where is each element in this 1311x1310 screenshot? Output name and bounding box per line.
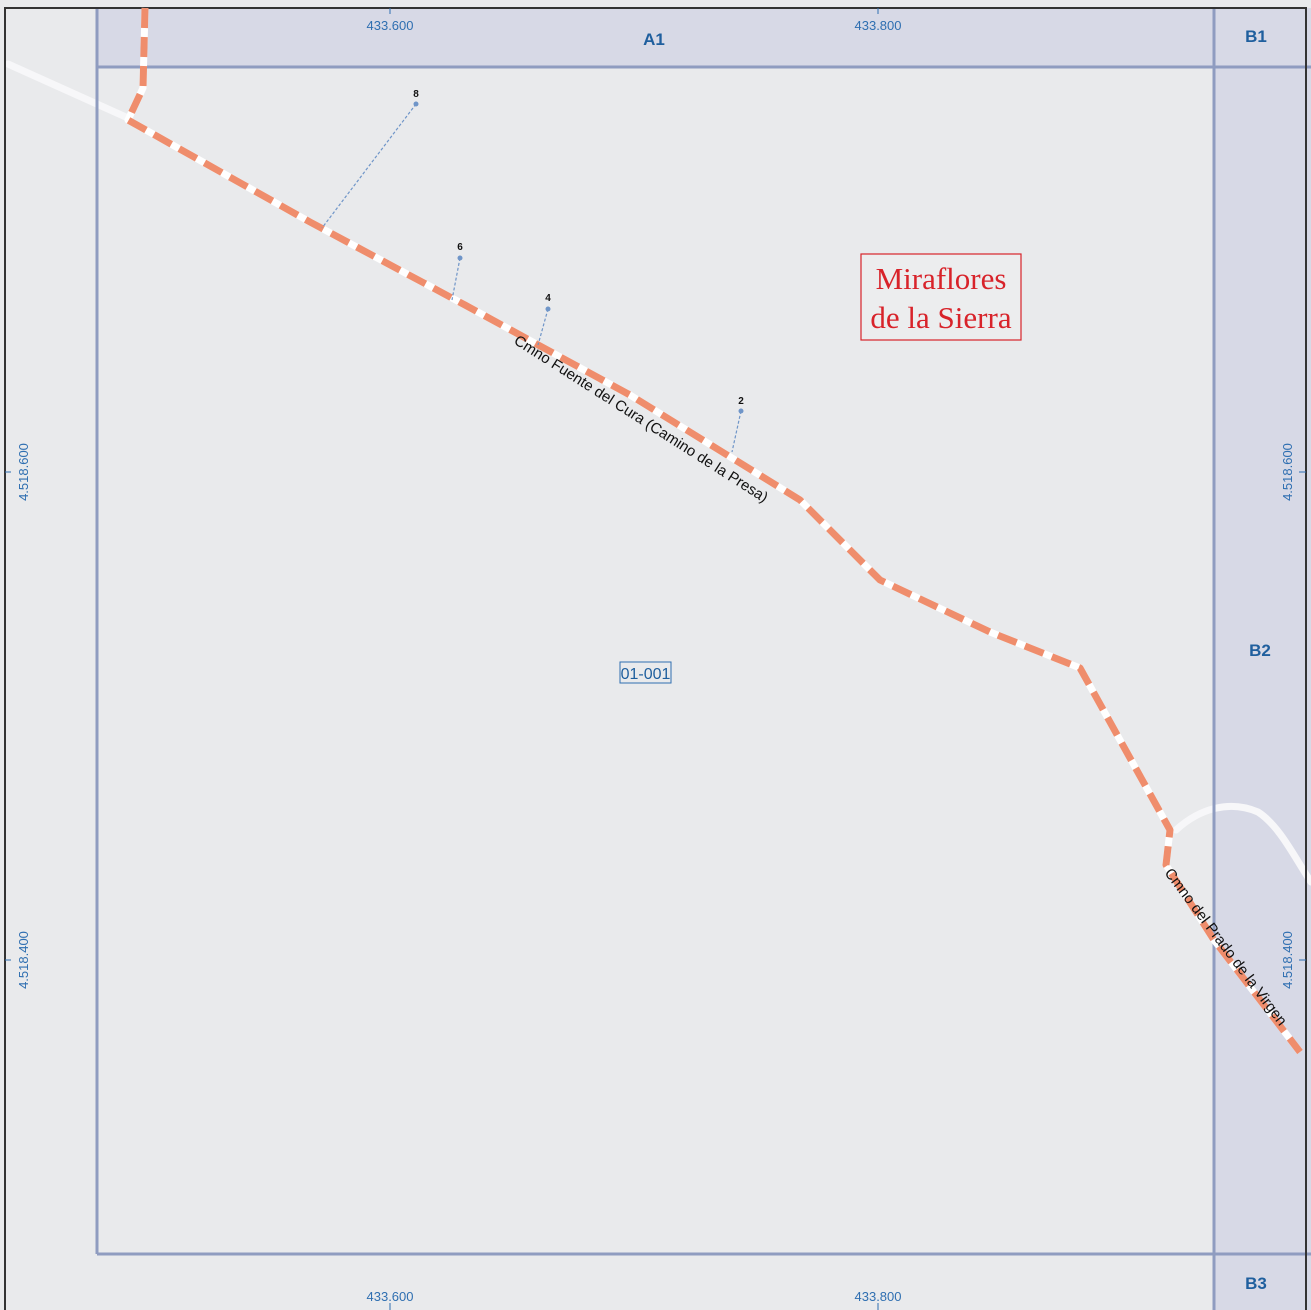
base-road-northwest bbox=[4, 60, 132, 122]
coord-bottom-left: 433.600 bbox=[367, 1289, 414, 1304]
sheet-strip-right bbox=[1214, 8, 1311, 1310]
road-fuente-del-cura[interactable] bbox=[124, 7, 1303, 1055]
address-number-2: 2 bbox=[738, 396, 744, 407]
address-number-6: 6 bbox=[457, 242, 463, 253]
address-number-4: 4 bbox=[545, 293, 551, 304]
parcel-id-box[interactable]: 01-001 bbox=[619, 661, 672, 684]
base-road-east bbox=[1172, 802, 1311, 886]
sheet-label-b2[interactable]: B2 bbox=[1249, 641, 1271, 660]
map-frame bbox=[4, 7, 1307, 1310]
parcel-id-label: 01-001 bbox=[621, 666, 671, 683]
town-name-box: Miraflores de la Sierra bbox=[860, 253, 1022, 341]
address-number-8: 8 bbox=[413, 89, 419, 100]
sheet-label-a1[interactable]: A1 bbox=[643, 30, 665, 49]
coord-top-right: 433.800 bbox=[855, 18, 902, 33]
sheet-label-b3[interactable]: B3 bbox=[1245, 1274, 1267, 1293]
coord-bottom-right: 433.800 bbox=[855, 1289, 902, 1304]
coord-top-left: 433.600 bbox=[367, 18, 414, 33]
town-name-line1: Miraflores bbox=[876, 261, 1007, 296]
sheet-strip-top bbox=[97, 8, 1214, 68]
coord-left-lower: 4.518.400 bbox=[16, 931, 31, 989]
address-leaders bbox=[321, 103, 742, 453]
sheet-grid bbox=[95, 8, 1311, 1310]
coord-left-upper: 4.518.600 bbox=[16, 443, 31, 501]
address-points bbox=[413, 101, 744, 414]
sheet-strip-bottom-right bbox=[1214, 1254, 1311, 1310]
sheet-label-b1[interactable]: B1 bbox=[1245, 27, 1267, 46]
coord-right-upper: 4.518.600 bbox=[1280, 443, 1295, 501]
town-name-line2: de la Sierra bbox=[870, 300, 1011, 335]
coordinate-ticks bbox=[5, 8, 1306, 1310]
coord-right-lower: 4.518.400 bbox=[1280, 931, 1295, 989]
